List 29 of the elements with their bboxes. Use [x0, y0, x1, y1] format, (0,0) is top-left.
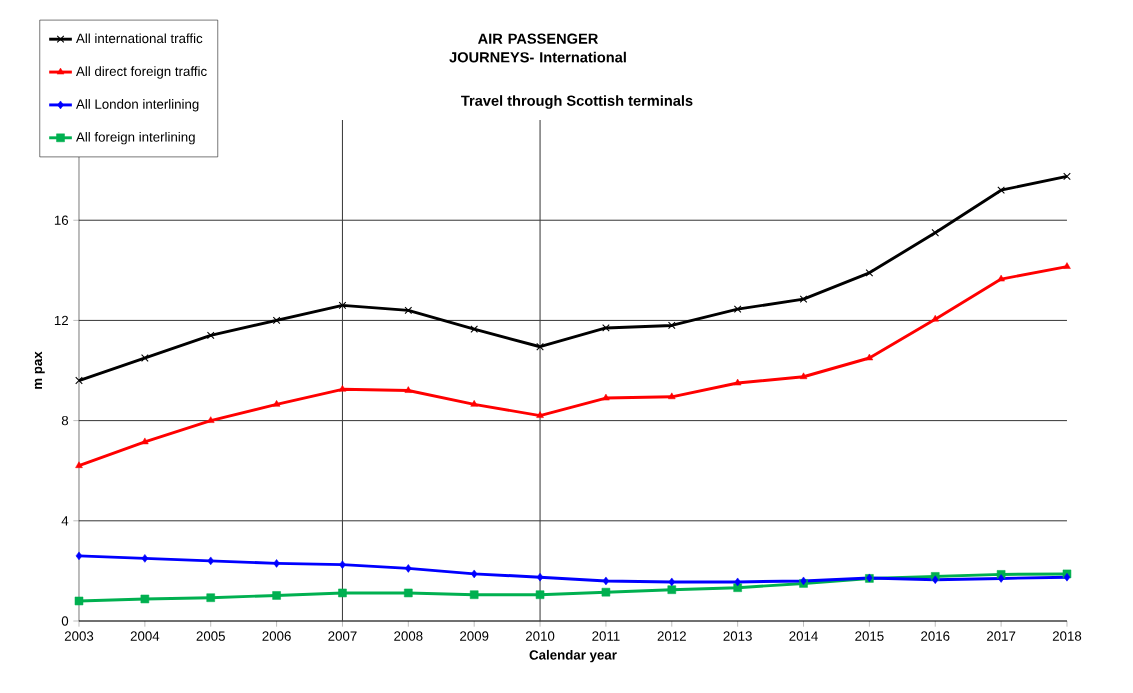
legend-label: All foreign interlining — [75, 131, 195, 145]
legend-label: All London interlining — [75, 99, 199, 112]
chart-subtitle: Travel through Scottish terminals — [461, 95, 693, 109]
legend-label: All direct foreign traffic — [75, 66, 207, 79]
x-tick-label: 2007 — [328, 631, 357, 641]
y-tick-label: 0 — [61, 616, 69, 626]
x-tick-label: 2018 — [1052, 631, 1082, 641]
chart-title: AIR PASSENGER JOURNEYS- International — [449, 33, 626, 63]
y-tick-label: 4 — [61, 516, 69, 526]
x-tick-label: 2017 — [987, 631, 1016, 641]
x-tick-label: 2006 — [262, 631, 291, 641]
x-tick-label: 2016 — [921, 631, 950, 641]
x-tick-label: 2003 — [64, 631, 94, 641]
x-tick-label: 2008 — [394, 631, 423, 641]
x-tick-label: 2013 — [723, 631, 752, 641]
x-tick-label: 2011 — [592, 631, 620, 641]
x-tick-label: 2014 — [789, 631, 818, 641]
y-axis-title: m pax — [34, 351, 45, 389]
legend-label: All international traffic — [75, 33, 203, 44]
y-tick-label: 12 — [54, 315, 68, 326]
y-tick-label: 16 — [54, 215, 69, 225]
x-tick-label: 2004 — [130, 631, 160, 641]
x-tick-label: 2009 — [460, 631, 489, 641]
x-axis-title: Calendar year — [529, 649, 617, 663]
x-tick-label: 2012 — [657, 631, 686, 641]
x-tick-label: 2015 — [855, 631, 884, 641]
x-tick-label: 2010 — [525, 631, 555, 641]
y-tick-label: 8 — [61, 415, 69, 426]
x-tick-label: 2005 — [196, 631, 225, 641]
